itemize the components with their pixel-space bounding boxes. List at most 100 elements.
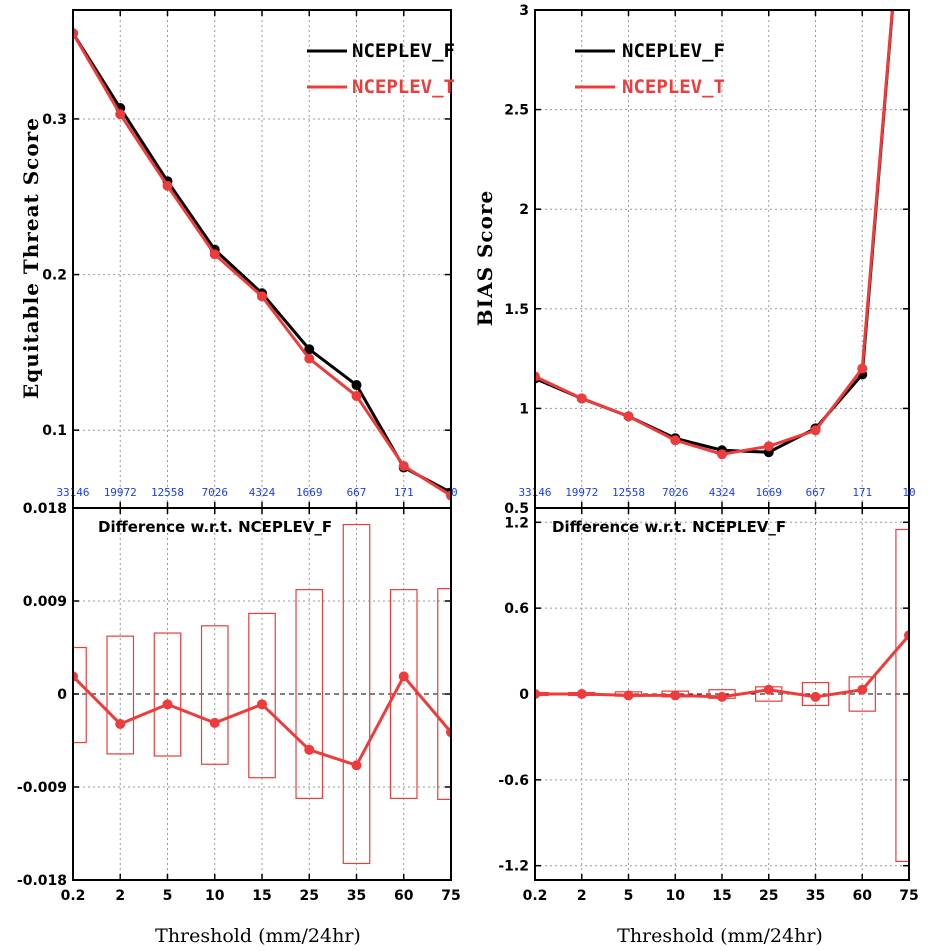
bias-ylabel: BIAS Score [473, 190, 497, 326]
bias_diff-xtick-label-1: 2 [577, 888, 587, 904]
bias-count-4: 4324 [709, 486, 736, 499]
ets-series-0-line [73, 32, 451, 494]
ets_diff-ci-box-4 [248, 612, 276, 779]
bias_diff-xtick-label-4: 15 [712, 888, 731, 904]
ets_diff-frame [72, 507, 452, 881]
bias-series-1-point-3 [670, 435, 681, 446]
bias_diff-ytick-label-3: 0.6 [504, 601, 529, 617]
bias-diff-panel: -1.2-0.600.61.20.2 2 5 10 15 25 35 60 75 [498, 507, 919, 904]
ets-ytick-label-1: 0.2 [42, 268, 67, 284]
bias_diff-ytick-label-4: 1.2 [504, 515, 529, 531]
bias-ytick-label-5: 3 [519, 3, 529, 19]
ets-series-0-point-6 [351, 380, 362, 391]
bias-count-3: 7026 [662, 486, 689, 499]
ets-ytick-label-0: 0.1 [42, 423, 67, 439]
bias-series-1-point-5 [763, 441, 774, 452]
ets_diff-ci-box-1 [106, 635, 135, 755]
bias-legend-label-test: NCEPLEV_T [622, 76, 725, 98]
bias_diff-ytick-label-0: -1.2 [498, 859, 529, 875]
ets_diff-xtick-label-0: 0.2 [61, 888, 86, 904]
bias-series-1-point-6 [810, 425, 821, 436]
bias_diff-series-0-point-8 [904, 630, 909, 641]
bias-legend-label-ref: NCEPLEV_F [622, 40, 725, 62]
ets_diff-xtick-label-8: 75 [441, 888, 460, 904]
bias-series-1-point-0 [535, 371, 540, 382]
ets_diff-series-0-point-3 [209, 717, 220, 728]
bias_diff-series-0-point-0 [535, 689, 540, 699]
bias-xlabel: Threshold (mm/24hr) [617, 925, 823, 947]
ets_diff-series-0-point-1 [115, 718, 126, 729]
ets-series-1-point-5 [304, 353, 315, 364]
ets_diff-series-0-point-7 [398, 671, 409, 682]
bias-series-1-point-7 [857, 363, 868, 374]
bias_diff-series-0-point-7 [857, 684, 868, 695]
ets-legend-label-test: NCEPLEV_T [352, 76, 455, 98]
ets_diff-series-0-point-4 [257, 699, 267, 710]
ets-count-6: 667 [347, 486, 367, 499]
bias-ytick-label-3: 2 [519, 202, 529, 218]
ets-series-1-point-4 [257, 291, 267, 302]
bias_diff-series-0-point-5 [763, 684, 774, 695]
ets-count-2: 12558 [151, 486, 184, 499]
bias_diff-xtick-label-3: 10 [666, 888, 686, 904]
ets-count-4: 4324 [249, 486, 276, 499]
bias-count-7: 171 [852, 486, 872, 499]
bias-plot-area [535, 10, 894, 460]
bias_diff-series-0-point-1 [576, 689, 587, 699]
ets-ylabel: Equitable Threat Score [19, 117, 43, 399]
bias-legend: NCEPLEV_F NCEPLEV_T [575, 40, 725, 98]
ets_diff-ytick-label-2: 0 [57, 687, 67, 703]
ets-series-1-point-2 [162, 180, 173, 191]
bias-diff-title: Difference w.r.t. NCEPLEV_F [552, 518, 786, 536]
ets-series-1-point-3 [209, 249, 220, 260]
ets-count-5: 1669 [296, 486, 323, 499]
bias_diff-series-0-point-6 [810, 691, 821, 702]
ets-legend-label-ref: NCEPLEV_F [352, 40, 455, 62]
ets_diff-xtick-label-5: 25 [300, 888, 319, 904]
ets-diff-title: Difference w.r.t. NCEPLEV_F [98, 518, 332, 536]
ets_diff-xtick-label-2: 5 [163, 888, 173, 904]
bias-ytick-label-0: 0.5 [504, 501, 529, 517]
bias-series-1-point-2 [623, 411, 634, 422]
ets_diff-xtick-label-4: 15 [252, 888, 271, 904]
ets_diff-series-0-point-5 [304, 744, 315, 755]
ets-ytick-label-2: 0.3 [42, 112, 67, 128]
ets_diff-ci-box-2 [153, 632, 182, 757]
ets-plot-area [73, 28, 451, 501]
bias-count-5: 1669 [756, 486, 783, 499]
bias-ytick-label-4: 2.5 [504, 103, 529, 119]
bias-ytick-label-1: 1 [519, 401, 529, 417]
ets_diff-ci-box-6 [342, 523, 371, 865]
bias_diff-series-0-point-4 [717, 691, 727, 702]
bias_diff-series-0-point-2 [623, 690, 634, 701]
ets-series-1-point-6 [351, 390, 362, 401]
ets-count-7: 171 [394, 486, 414, 499]
bias-series-1-point-1 [576, 393, 587, 404]
ets_diff-ytick-label-1: -0.009 [17, 780, 67, 796]
bias_diff-xtick-label-7: 60 [853, 888, 873, 904]
ets-series-1-point-1 [115, 109, 126, 120]
bias-series-1-point-4 [717, 449, 727, 460]
bias_diff-xtick-label-5: 25 [759, 888, 778, 904]
bias-count-1: 19972 [565, 486, 598, 499]
ets_diff-ytick-label-3: 0.009 [23, 594, 67, 610]
bias_diff-xtick-label-2: 5 [624, 888, 634, 904]
ets_diff-ci-box-0 [73, 646, 87, 744]
ets_diff-ytick-label-4: 0.018 [23, 501, 67, 517]
bias-ytick-label-2: 1.5 [504, 302, 529, 318]
ets-count-3: 7026 [202, 486, 229, 499]
bias_diff-xtick-label-0: 0.2 [523, 888, 548, 904]
bias-count-2: 12558 [612, 486, 645, 499]
bias_diff-xtick-label-8: 75 [899, 888, 918, 904]
bias_diff-ytick-label-1: -0.6 [498, 773, 529, 789]
bias_diff-ytick-label-2: 0 [519, 687, 529, 703]
ets_diff-ytick-label-0: -0.018 [17, 873, 67, 889]
ets_diff-xtick-label-3: 10 [205, 888, 225, 904]
bias_diff-ci-box-7 [848, 676, 876, 712]
ets_diff-xtick-label-7: 60 [394, 888, 414, 904]
ets_diff-xtick-label-6: 35 [347, 888, 366, 904]
ets-xlabel: Threshold (mm/24hr) [155, 925, 361, 947]
ets_diff-ci-box-5 [295, 589, 324, 799]
